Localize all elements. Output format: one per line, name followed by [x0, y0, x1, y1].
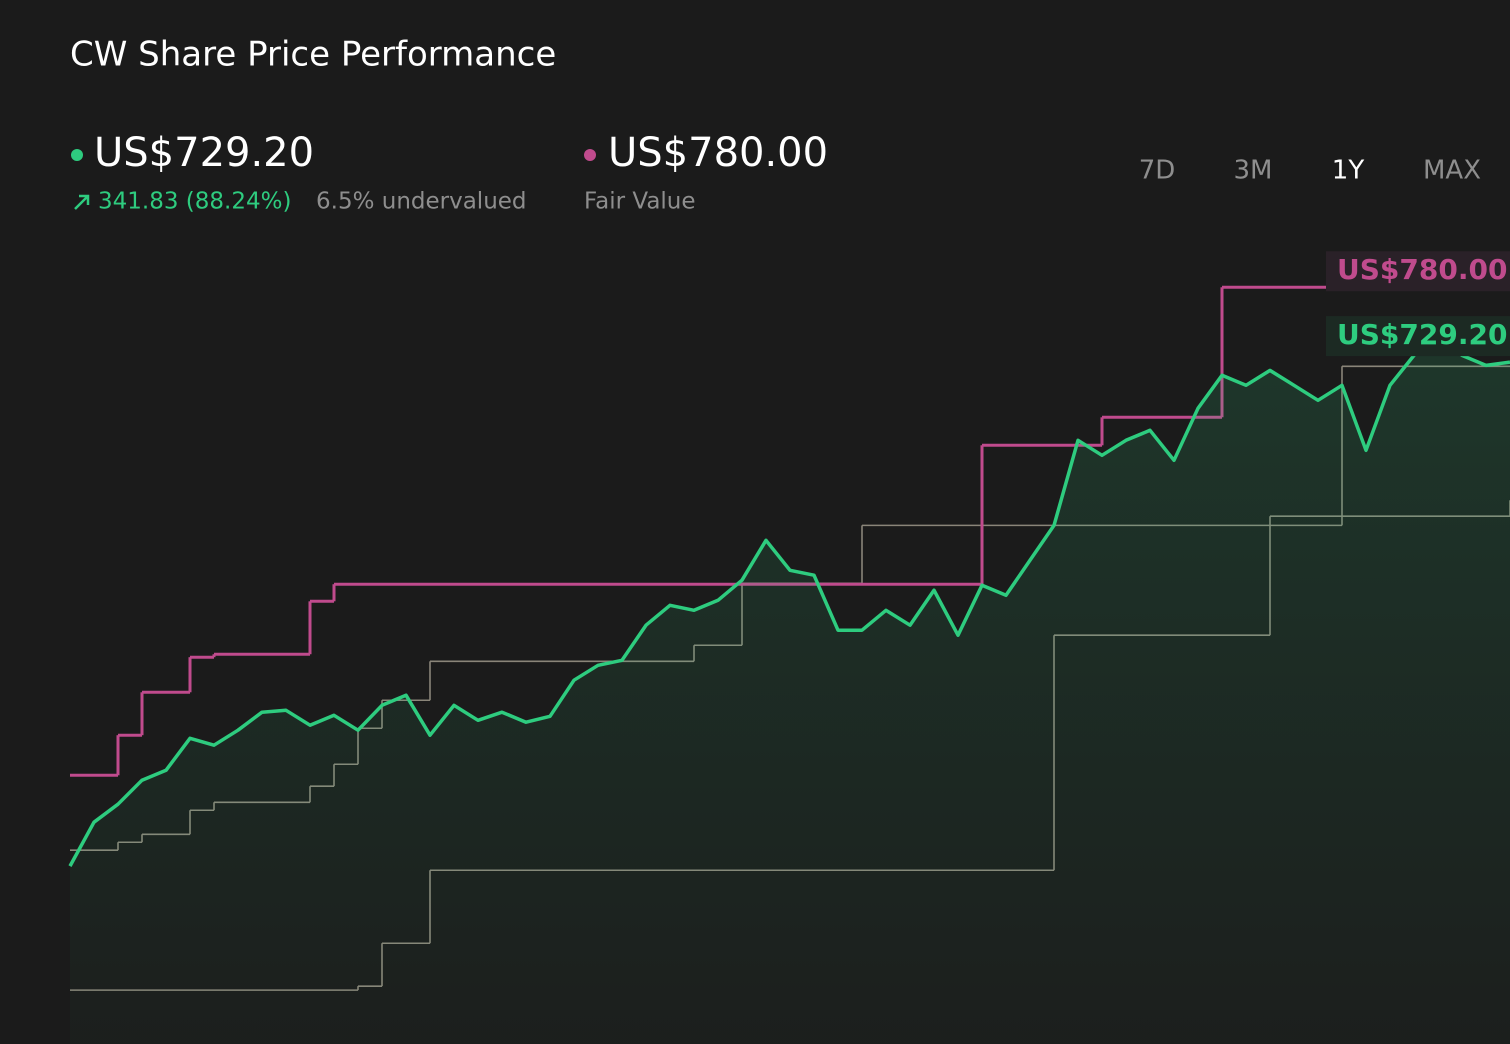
valuation: 6.5% undervalued	[316, 189, 527, 215]
end-label: US$729.20	[1337, 318, 1507, 351]
step-series	[70, 285, 1510, 777]
price-dot	[71, 149, 83, 161]
price-area	[70, 330, 1510, 1044]
price-change: 341.83 (88.24%)	[98, 189, 291, 215]
period-button[interactable]: 3M	[1234, 156, 1273, 186]
price-line	[68, 328, 1510, 867]
period-button[interactable]: 1Y	[1332, 156, 1365, 186]
fair-value-caption: Fair Value	[584, 189, 696, 215]
period-button[interactable]: 7D	[1139, 156, 1176, 186]
up-arrow	[74, 194, 90, 210]
fair-value: US$780.00	[608, 130, 828, 176]
end-label-box	[1326, 316, 1510, 357]
chart-title: CW Share Price Performance	[70, 35, 556, 75]
period-button[interactable]: MAX	[1423, 156, 1481, 186]
end-label-box	[1326, 251, 1510, 292]
fair-value-dot	[584, 149, 596, 161]
price: US$729.20	[94, 130, 314, 176]
end-label: US$780.00	[1337, 253, 1507, 286]
